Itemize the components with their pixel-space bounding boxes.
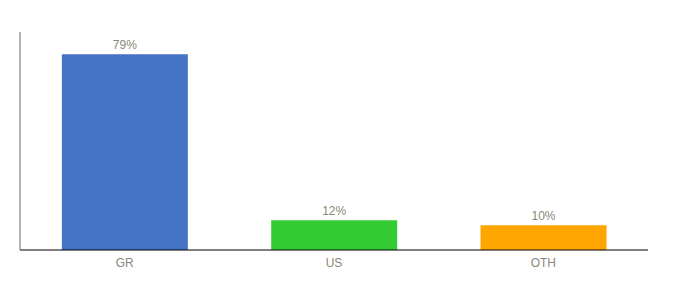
- svg-text:OTH: OTH: [531, 256, 556, 270]
- svg-text:10%: 10%: [532, 209, 556, 223]
- svg-text:79%: 79%: [113, 38, 137, 52]
- svg-text:US: US: [326, 256, 343, 270]
- svg-text:12%: 12%: [322, 204, 346, 218]
- svg-text:GR: GR: [116, 256, 134, 270]
